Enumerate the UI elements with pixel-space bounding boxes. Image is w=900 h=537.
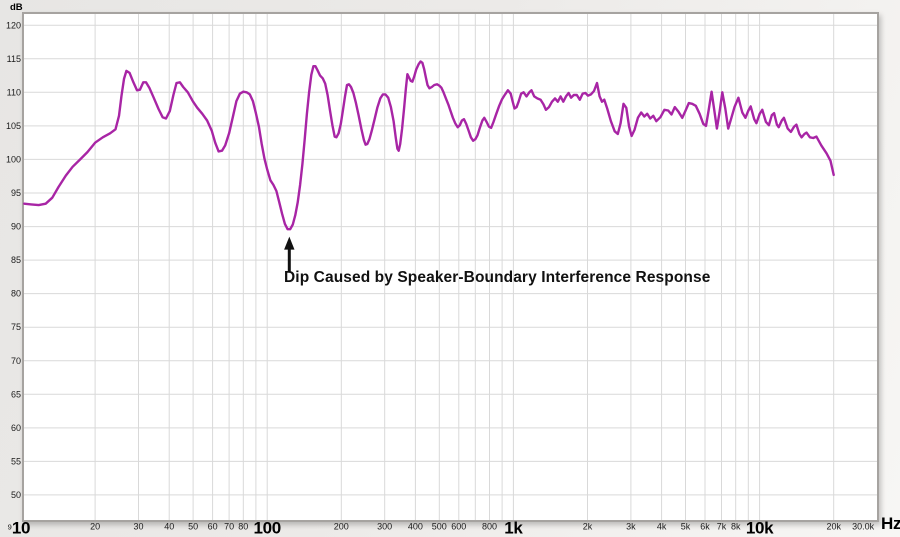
y-tick-label: 60 (11, 423, 21, 433)
x-tick-label: 30.0k (852, 522, 875, 532)
y-tick-label: 50 (11, 490, 21, 500)
y-axis-tick-labels: 120 115 110 105 100 95 90 85 80 75 70 65 60 55 50 (6, 20, 21, 500)
y-tick-label: 80 (11, 289, 21, 299)
y-tick-label: 95 (11, 188, 21, 198)
x-axis-unit-label: Hz (881, 514, 900, 533)
y-tick-label: 75 (11, 322, 21, 332)
y-axis-unit-label: dB (10, 2, 23, 13)
plot-area (22, 12, 879, 522)
x-tick-label: 4k (657, 522, 667, 532)
x-tick-label: 40 (164, 522, 174, 532)
x-tick-label: 6k (700, 522, 710, 532)
x-tick-label: 3k (626, 522, 636, 532)
x-tick-label: 2k (583, 522, 593, 532)
y-tick-label: 100 (6, 154, 21, 164)
y-tick-label: 105 (6, 121, 21, 131)
y-tick-label: 70 (11, 356, 21, 366)
x-tick-label: 600 (451, 522, 466, 532)
y-tick-label: 90 (11, 222, 21, 232)
x-tick-label: 70 (224, 522, 234, 532)
y-tick-label: 65 (11, 389, 21, 399)
x-tick-label: 200 (334, 522, 349, 532)
x-tick-label: 80 (238, 522, 248, 532)
y-tick-label: 115 (7, 54, 21, 64)
y-tick-label: 110 (7, 87, 21, 97)
x-tick-label: 30 (133, 522, 143, 532)
x-tick-label: 20k (826, 522, 841, 532)
y-tick-label: 55 (11, 456, 21, 466)
x-tick-label: 300 (377, 522, 392, 532)
x-tick-label: 500 (432, 522, 447, 532)
y-tick-label: 85 (11, 255, 21, 265)
x-tick-label: 8k (731, 522, 741, 532)
x-tick-label: 9 (8, 523, 12, 532)
x-tick-label: 50 (188, 522, 198, 532)
x-tick-label: 7k (717, 522, 727, 532)
x-tick-label: 400 (408, 522, 423, 532)
y-tick-label: 120 (6, 20, 21, 30)
x-tick-label: 20 (90, 522, 100, 532)
x-tick-label: 60 (208, 522, 218, 532)
x-tick-label: 800 (482, 522, 497, 532)
x-tick-label: 5k (681, 522, 691, 532)
annotation-text: Dip Caused by Speaker-Boundary Interfere… (284, 269, 711, 286)
